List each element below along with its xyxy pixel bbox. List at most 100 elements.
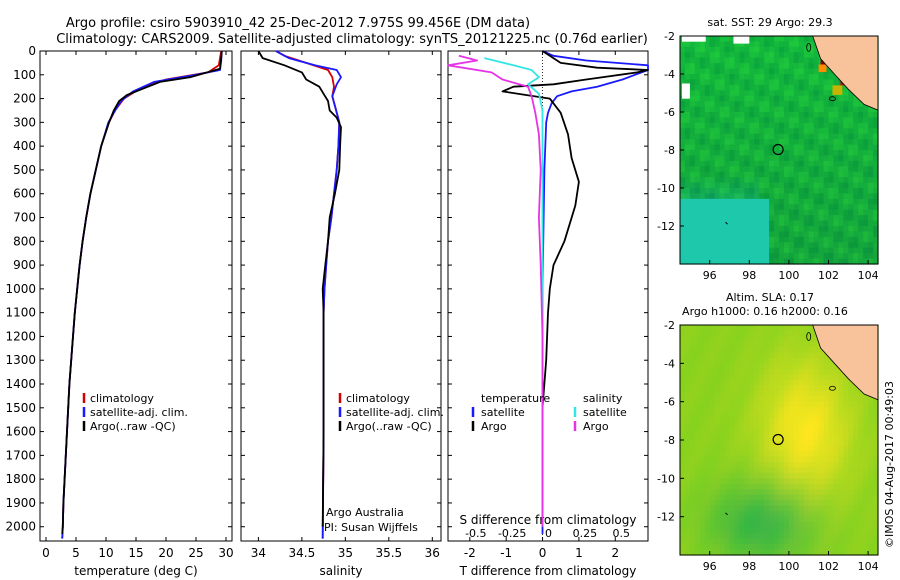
- map-cell: [808, 95, 815, 102]
- map-cell: [684, 52, 691, 59]
- map-cell: [873, 160, 879, 167]
- map-cell: [699, 549, 706, 556]
- map-cell: [680, 357, 686, 364]
- map-cell: [833, 472, 839, 479]
- map-cell: [783, 346, 790, 353]
- map-cell: [699, 188, 706, 195]
- map-cell: [734, 95, 740, 102]
- map-cell: [813, 122, 820, 129]
- map-cell: [858, 505, 864, 512]
- map-cell: [680, 429, 686, 436]
- map-cell: [813, 505, 820, 512]
- map-cell: [719, 456, 726, 463]
- map-cell: [788, 106, 795, 113]
- map-cell: [843, 385, 849, 392]
- map-cell: [749, 226, 755, 233]
- map-cell: [689, 95, 696, 102]
- map-cell: [828, 84, 835, 91]
- map-cell: [808, 527, 815, 534]
- map-cell: [788, 84, 795, 91]
- map-cell: [793, 74, 800, 81]
- map-cell: [729, 95, 736, 102]
- map-cell: [759, 215, 765, 222]
- map-cell: [798, 538, 805, 545]
- depth-tick-label: 1500: [5, 401, 36, 415]
- map-cell: [813, 46, 820, 53]
- map-cell: [699, 63, 706, 70]
- map-cell: [680, 177, 686, 184]
- map-cell: [853, 494, 859, 501]
- map-cell: [754, 204, 760, 211]
- map-cell: [689, 544, 696, 551]
- map-cell: [769, 412, 775, 419]
- map-cell: [843, 177, 849, 184]
- map-cell: [719, 122, 726, 129]
- map-cell: [788, 412, 795, 419]
- legend-label: climatology: [90, 392, 154, 405]
- map-cell: [739, 150, 745, 157]
- map-cell: [724, 390, 731, 397]
- map-cell: [744, 215, 750, 222]
- map-cell: [793, 220, 800, 227]
- map-cell: [739, 368, 745, 375]
- map-cell: [793, 434, 800, 441]
- map-cell: [719, 36, 726, 43]
- map-cell: [754, 516, 760, 523]
- map-cell: [744, 489, 750, 496]
- map-cell: [764, 68, 770, 75]
- map-cell: [739, 445, 745, 452]
- map-cell: [858, 204, 864, 211]
- map-cell: [774, 133, 780, 140]
- map-cell: [729, 533, 736, 540]
- map-cell: [873, 522, 879, 529]
- map-cell: [744, 122, 750, 129]
- map-cell: [823, 150, 830, 157]
- map-cell: [714, 429, 721, 436]
- map-cell: [744, 188, 750, 195]
- map-cell: [843, 434, 849, 441]
- map-cell: [873, 128, 879, 135]
- map-cell: [873, 494, 879, 501]
- map-cell: [754, 177, 760, 184]
- map-cell: [704, 150, 711, 157]
- map-cell: [774, 418, 780, 425]
- map-cell: [828, 533, 835, 540]
- map-cell: [843, 188, 849, 195]
- map-cell: [818, 456, 825, 463]
- x-tick-label: 0: [539, 546, 547, 560]
- map-cell: [843, 445, 849, 452]
- map-cell: [783, 494, 790, 501]
- map-cell: [724, 63, 731, 70]
- map-cell: [803, 483, 810, 490]
- map-cell: [774, 396, 780, 403]
- map-cell: [680, 325, 686, 332]
- map-cell: [764, 379, 770, 386]
- map-cell: [769, 236, 775, 243]
- map-cell: [734, 494, 740, 501]
- map-cell: [818, 505, 825, 512]
- map-cell: [680, 133, 686, 140]
- map-cell: [838, 450, 844, 458]
- map-cell: [779, 242, 785, 249]
- map-cell: [699, 325, 706, 332]
- map-cell: [759, 133, 765, 140]
- x-tick-label: -1: [500, 546, 512, 560]
- map-cell: [808, 63, 815, 70]
- map-cell: [788, 511, 795, 518]
- map-cell: [689, 467, 696, 474]
- map-cell: [699, 220, 706, 227]
- map-cell: [828, 418, 835, 425]
- map-cell: [774, 242, 780, 249]
- map-cell: [798, 106, 805, 113]
- map-cell: [684, 478, 691, 485]
- map-cell: [818, 215, 825, 222]
- map-cell: [823, 374, 830, 381]
- map-cell: [863, 505, 869, 512]
- map-cell: [783, 150, 790, 157]
- map-cell: [779, 226, 785, 233]
- map-cell: [739, 522, 745, 529]
- map-cell: [783, 357, 790, 364]
- map-cell: [729, 445, 736, 452]
- map-cell: [704, 522, 711, 529]
- map-cell: [838, 247, 844, 254]
